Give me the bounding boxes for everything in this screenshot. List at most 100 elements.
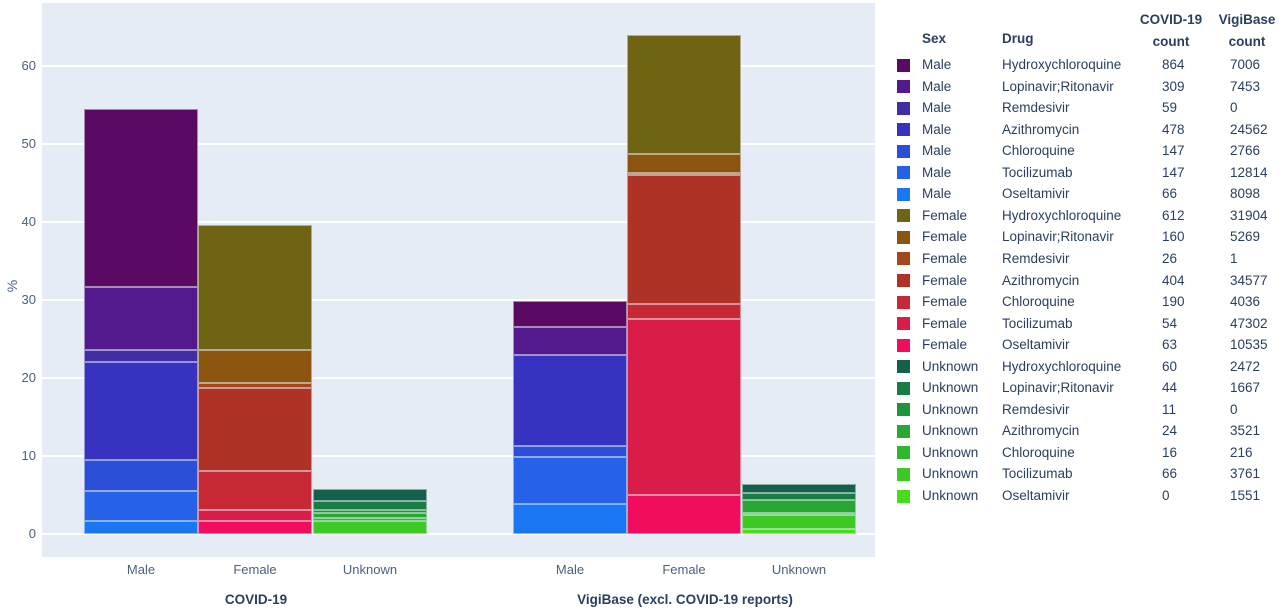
- bar-segment-female-azithromycin[interactable]: [198, 388, 312, 472]
- legend-row[interactable]: Female Remdesivir 26 1: [880, 251, 1280, 271]
- bar-vigibase-excl-covid-19-reports--male[interactable]: [513, 300, 627, 535]
- bar-segment-unknown-azithromycin[interactable]: [313, 512, 427, 518]
- bar-segment-male-lopinavir-ritonavir[interactable]: [513, 326, 627, 355]
- y-tick-label-50: 50: [21, 136, 36, 152]
- legend-row[interactable]: Female Tocilizumab 54 47302: [880, 316, 1280, 336]
- bar-segment-unknown-chloroquine[interactable]: [742, 512, 856, 515]
- legend-color-swatch[interactable]: [897, 338, 910, 352]
- legend-color-swatch[interactable]: [897, 467, 910, 481]
- bar-vigibase-excl-covid-19-reports--female[interactable]: [627, 34, 741, 535]
- legend-sex: Female: [922, 315, 968, 331]
- bar-segment-unknown-oseltamivir[interactable]: [742, 528, 856, 535]
- bar-segment-male-oseltamivir[interactable]: [84, 520, 198, 535]
- bar-segment-female-oseltamivir[interactable]: [198, 521, 312, 535]
- legend-color-swatch[interactable]: [897, 403, 910, 417]
- legend-row[interactable]: Female Chloroquine 190 4036: [880, 294, 1280, 314]
- legend-row[interactable]: Male Azithromycin 478 24562: [880, 122, 1280, 142]
- legend-color-swatch[interactable]: [897, 446, 910, 460]
- legend-row[interactable]: Unknown Chloroquine 16 216: [880, 445, 1280, 465]
- legend-covid-count: 160: [1162, 229, 1185, 245]
- bar-segment-female-hydroxychloroquine[interactable]: [627, 34, 741, 154]
- legend-covid-count: 24: [1162, 423, 1178, 439]
- legend-color-swatch[interactable]: [897, 187, 910, 201]
- legend-row[interactable]: Male Tocilizumab 147 12814: [880, 165, 1280, 185]
- bar-segment-male-tocilizumab[interactable]: [84, 490, 198, 521]
- bar-segment-unknown-tocilizumab[interactable]: [313, 520, 427, 535]
- legend-color-swatch[interactable]: [897, 166, 910, 180]
- legend-color-swatch[interactable]: [897, 123, 910, 137]
- facet-title-0: COVID-19: [224, 592, 288, 607]
- bar-segment-male-chloroquine[interactable]: [513, 446, 627, 457]
- legend-color-swatch[interactable]: [897, 209, 910, 223]
- bar-segment-unknown-hydroxychloroquine[interactable]: [313, 489, 427, 502]
- legend-row[interactable]: Unknown Remdesivir 11 0: [880, 402, 1280, 422]
- legend-drug: Chloroquine: [1002, 294, 1075, 310]
- legend-row[interactable]: Unknown Lopinavir;Ritonavir 44 1667: [880, 380, 1280, 400]
- legend-color-swatch[interactable]: [897, 144, 910, 158]
- legend-color-swatch[interactable]: [897, 80, 910, 94]
- bar-segment-unknown-lopinavir-ritonavir[interactable]: [313, 501, 427, 511]
- bar-segment-unknown-hydroxychloroquine[interactable]: [742, 484, 856, 494]
- bar-segment-female-azithromycin[interactable]: [627, 175, 741, 304]
- legend-color-swatch[interactable]: [897, 101, 910, 115]
- bar-covid-19-male[interactable]: [84, 109, 198, 535]
- legend-color-swatch[interactable]: [897, 317, 910, 331]
- bar-segment-female-remdesivir[interactable]: [627, 173, 741, 176]
- bar-segment-female-tocilizumab[interactable]: [198, 510, 312, 522]
- legend-row[interactable]: Female Oseltamivir 63 10535: [880, 337, 1280, 357]
- legend-row[interactable]: Female Hydroxychloroquine 612 31904: [880, 208, 1280, 228]
- bar-segment-female-lopinavir-ritonavir[interactable]: [627, 153, 741, 174]
- legend-row[interactable]: Unknown Azithromycin 24 3521: [880, 423, 1280, 443]
- bar-segment-female-remdesivir[interactable]: [198, 383, 312, 389]
- bar-covid-19-unknown[interactable]: [313, 489, 427, 535]
- legend-row[interactable]: Unknown Oseltamivir 0 1551: [880, 488, 1280, 508]
- legend-row[interactable]: Unknown Tocilizumab 66 3761: [880, 466, 1280, 486]
- bar-segment-female-tocilizumab[interactable]: [627, 318, 741, 496]
- bar-segment-male-chloroquine[interactable]: [84, 460, 198, 491]
- bar-segment-female-chloroquine[interactable]: [198, 471, 312, 511]
- bar-segment-female-lopinavir-ritonavir[interactable]: [198, 350, 312, 384]
- legend-color-swatch[interactable]: [897, 252, 910, 266]
- legend-row[interactable]: Male Oseltamivir 66 8098: [880, 186, 1280, 206]
- bar-segment-unknown-remdesivir[interactable]: [313, 510, 427, 513]
- bar-segment-unknown-azithromycin[interactable]: [742, 499, 856, 513]
- bar-segment-male-tocilizumab[interactable]: [513, 456, 627, 505]
- legend-color-swatch[interactable]: [897, 489, 910, 503]
- legend-drug: Azithromycin: [1002, 272, 1080, 288]
- bar-segment-unknown-chloroquine[interactable]: [313, 517, 427, 521]
- bar-segment-male-remdesivir[interactable]: [84, 350, 198, 363]
- legend-vigibase-count: 7453: [1230, 78, 1261, 94]
- legend-row[interactable]: Male Chloroquine 147 2766: [880, 143, 1280, 163]
- bar-covid-19-female[interactable]: [198, 224, 312, 535]
- legend-drug: Oseltamivir: [1002, 337, 1070, 353]
- bar-vigibase-excl-covid-19-reports--unknown[interactable]: [742, 484, 856, 535]
- legend-color-swatch[interactable]: [897, 295, 910, 309]
- legend-row[interactable]: Male Remdesivir 59 0: [880, 100, 1280, 120]
- legend-color-swatch[interactable]: [897, 58, 910, 72]
- bar-segment-male-azithromycin[interactable]: [513, 354, 627, 447]
- legend-color-swatch[interactable]: [897, 360, 910, 374]
- bar-segment-male-azithromycin[interactable]: [84, 362, 198, 461]
- legend-row[interactable]: Male Hydroxychloroquine 864 7006: [880, 57, 1280, 77]
- legend-covid-count: 190: [1162, 294, 1185, 310]
- legend-drug: Lopinavir;Ritonavir: [1002, 229, 1114, 245]
- legend-row[interactable]: Female Azithromycin 404 34577: [880, 273, 1280, 293]
- legend-color-swatch[interactable]: [897, 381, 910, 395]
- bar-segment-female-hydroxychloroquine[interactable]: [198, 224, 312, 351]
- bar-segment-unknown-lopinavir-ritonavir[interactable]: [742, 493, 856, 500]
- legend-color-swatch[interactable]: [897, 424, 910, 438]
- bar-segment-female-oseltamivir[interactable]: [627, 495, 741, 535]
- legend-header-vigibase-count: VigiBase count: [1218, 12, 1276, 49]
- legend-row[interactable]: Unknown Hydroxychloroquine 60 2472: [880, 359, 1280, 379]
- bar-segment-male-lopinavir-ritonavir[interactable]: [84, 286, 198, 351]
- bar-segment-male-hydroxychloroquine[interactable]: [513, 300, 627, 327]
- bar-segment-male-hydroxychloroquine[interactable]: [84, 109, 198, 287]
- legend-color-swatch[interactable]: [897, 230, 910, 244]
- legend-drug: Hydroxychloroquine: [1002, 57, 1122, 72]
- bar-segment-female-chloroquine[interactable]: [627, 303, 741, 319]
- legend-color-swatch[interactable]: [897, 274, 910, 287]
- legend-row[interactable]: Female Lopinavir;Ritonavir 160 5269: [880, 229, 1280, 249]
- bar-segment-male-oseltamivir[interactable]: [513, 504, 627, 535]
- bar-segment-unknown-tocilizumab[interactable]: [742, 514, 856, 529]
- legend-row[interactable]: Male Lopinavir;Ritonavir 309 7453: [880, 79, 1280, 99]
